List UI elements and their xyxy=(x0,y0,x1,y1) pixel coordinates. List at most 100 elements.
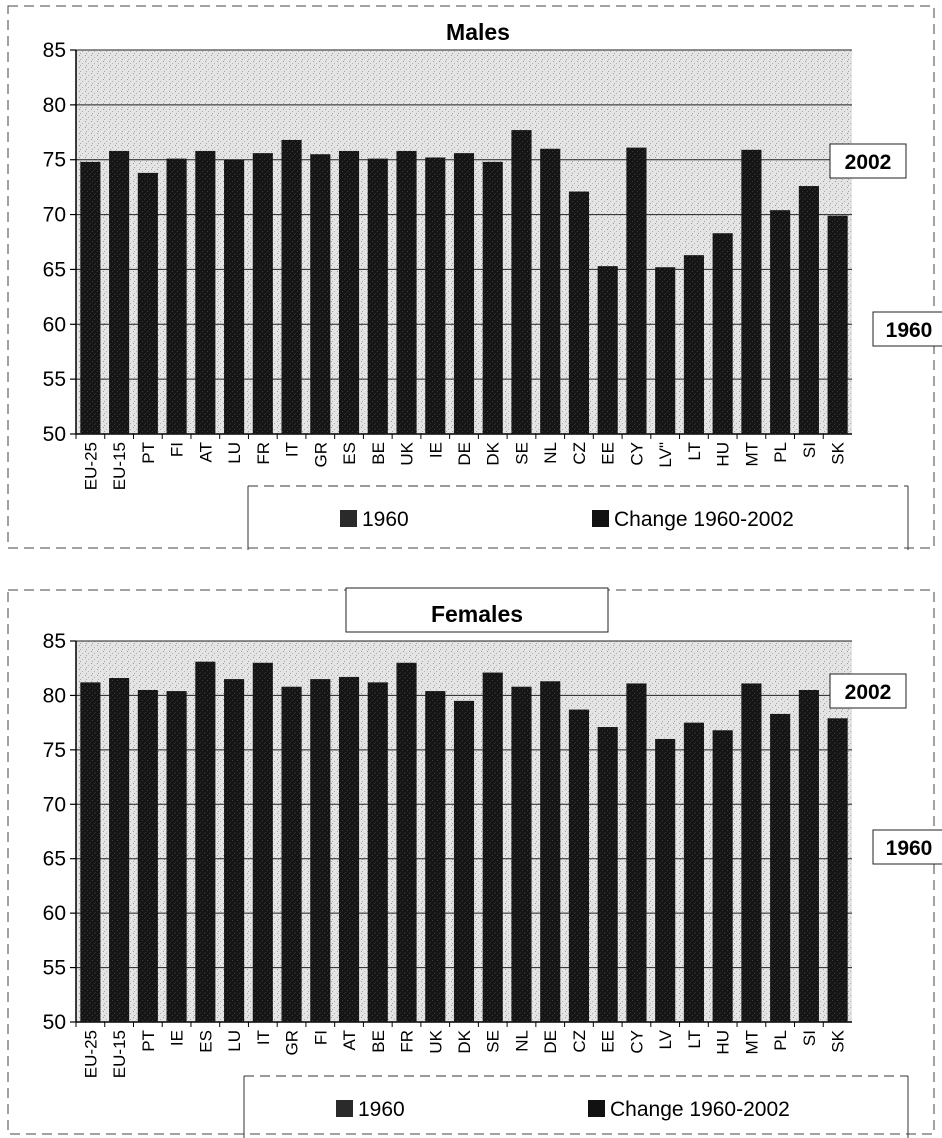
bar-eu-15 xyxy=(109,678,130,1022)
bar-lt xyxy=(683,722,704,1022)
x-tick-label: LU xyxy=(225,1030,244,1052)
x-tick-label: DE xyxy=(455,442,474,466)
y-tick-label: 75 xyxy=(43,739,66,762)
x-tick-label: LV xyxy=(656,1029,675,1049)
y-tick-label: 70 xyxy=(43,793,66,816)
x-tick-label: FR xyxy=(398,1030,417,1053)
bar-mt xyxy=(741,683,762,1022)
bar-fi xyxy=(310,679,331,1022)
x-tick-label: UK xyxy=(398,441,417,465)
label-1960: 1960 xyxy=(886,837,933,860)
bar-lu xyxy=(224,159,245,434)
bar-hu xyxy=(712,730,733,1022)
x-tick-label: IT xyxy=(254,1030,273,1045)
bar-ie xyxy=(166,691,187,1022)
x-tick-label: PL xyxy=(771,442,790,463)
x-tick-label: EU-25 xyxy=(81,442,100,490)
bar-it xyxy=(252,662,273,1022)
x-tick-label: EU-15 xyxy=(110,442,129,490)
legend-swatch-change xyxy=(592,510,609,527)
x-tick-label: EE xyxy=(599,1030,618,1053)
bar-fi xyxy=(166,158,187,435)
males-chart: 50 55 60 65 70 75 80 85 EU-25 EU-15 PT FI AT LU FR IT GR… xyxy=(7,5,942,550)
x-tick-label: NL xyxy=(512,1030,531,1052)
legend-label: 1960 xyxy=(362,508,409,531)
bar-at xyxy=(195,150,216,435)
bar-dk xyxy=(453,700,475,1022)
bar-se xyxy=(482,672,503,1022)
x-tick-label: SE xyxy=(512,442,531,465)
bar-uk xyxy=(425,691,446,1022)
bar-hu xyxy=(712,233,733,434)
legend-label: 1960 xyxy=(358,1098,405,1121)
x-tick-label: CY xyxy=(627,442,646,466)
x-tick-label: MT xyxy=(742,1030,761,1055)
bar-ee xyxy=(597,266,618,434)
x-tick-label: GR xyxy=(283,1030,302,1056)
x-tick-label: PT xyxy=(139,442,158,464)
y-tick-label: 75 xyxy=(43,149,66,172)
chart-title: Males xyxy=(446,19,510,45)
bar-lu xyxy=(224,679,245,1022)
x-tick-label: CZ xyxy=(570,1030,589,1053)
x-tick-label: FI xyxy=(311,1030,330,1045)
bar-fr xyxy=(252,153,273,435)
bar-lv xyxy=(655,738,676,1022)
chart-frame xyxy=(7,5,935,549)
bar-eu-25 xyxy=(80,682,101,1022)
x-tick-label: EU-25 xyxy=(81,1030,100,1078)
y-tick-label: 80 xyxy=(43,684,66,707)
bar-cz xyxy=(568,709,590,1022)
bar-lt xyxy=(683,255,704,434)
y-tick-label: 65 xyxy=(43,258,66,281)
y-tick-label: 85 xyxy=(43,630,66,653)
legend-label: Change 1960-2002 xyxy=(610,1098,790,1121)
x-tick-label: NL xyxy=(541,442,560,464)
bar-gr xyxy=(281,686,302,1022)
chart-title: Females xyxy=(431,601,523,627)
x-tick-label: UK xyxy=(426,1029,445,1053)
y-tick-label: 85 xyxy=(43,39,66,62)
x-tick-label: CZ xyxy=(570,442,589,465)
bar-mt xyxy=(741,149,762,434)
y-tick-label: 55 xyxy=(43,368,66,391)
bar-nl xyxy=(540,148,561,434)
label-1960-box xyxy=(872,311,942,347)
x-tick-label: DK xyxy=(455,1029,474,1053)
x-tick-label: ES xyxy=(196,1030,215,1053)
x-tick-label: HU xyxy=(714,1030,733,1055)
x-tick-label: DE xyxy=(541,1030,560,1054)
x-tick-label: IE xyxy=(168,1030,187,1046)
bar-pt xyxy=(137,689,158,1022)
label-2002: 2002 xyxy=(845,151,892,174)
bar-pl xyxy=(770,713,791,1022)
bar-be xyxy=(367,682,388,1022)
x-tick-label: EU-15 xyxy=(110,1030,129,1078)
x-tick-label: SE xyxy=(484,1030,503,1053)
bar-de xyxy=(540,681,561,1022)
bar-si xyxy=(798,186,819,434)
x-tick-label: BE xyxy=(369,1030,388,1053)
x-tick-label: ES xyxy=(340,442,359,465)
bar-cz xyxy=(568,191,590,434)
bar-uk xyxy=(396,150,417,435)
x-tick-label: AT xyxy=(340,1030,359,1050)
y-tick-label: 80 xyxy=(43,94,66,117)
x-tick-label: PT xyxy=(139,1030,158,1052)
bar-at xyxy=(338,676,360,1022)
bar-nl xyxy=(511,686,532,1022)
x-tick-label: SI xyxy=(800,442,819,458)
bar-be xyxy=(367,158,388,435)
label-2002: 2002 xyxy=(845,681,892,704)
bar-es xyxy=(195,661,216,1022)
y-tick-label: 60 xyxy=(43,313,66,336)
x-tick-label: LV" xyxy=(656,442,675,468)
y-tick-label: 50 xyxy=(43,1011,66,1034)
x-tick-label: HU xyxy=(714,442,733,467)
females-chart-panel: 50 55 60 65 70 75 80 85 EU-25 EU-15 PT IE ES LU IT GR FI… xyxy=(0,584,942,1138)
x-tick-label: LT xyxy=(685,442,704,461)
legend-swatch-change xyxy=(588,1100,605,1117)
label-2002-box xyxy=(829,673,907,709)
y-tick-label: 60 xyxy=(43,902,66,925)
bar-it xyxy=(281,139,302,435)
